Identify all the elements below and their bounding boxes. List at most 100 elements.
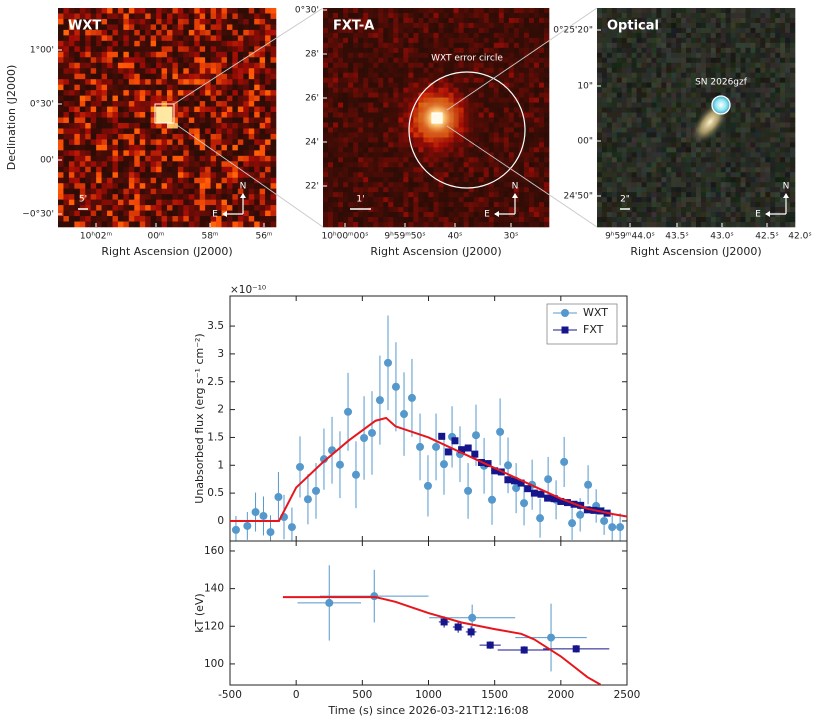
pixel [378, 217, 384, 223]
pixel [661, 137, 667, 143]
pixel [150, 84, 157, 91]
pixel [597, 197, 603, 203]
pixel [418, 87, 424, 93]
pixel [661, 67, 667, 74]
pixel [745, 87, 751, 93]
pixel [656, 222, 662, 228]
pixel [538, 137, 545, 143]
pixel [333, 132, 339, 138]
pixel [458, 162, 464, 168]
pixel [661, 217, 667, 223]
pixel [448, 162, 454, 168]
pixel [631, 12, 637, 19]
pixel [210, 57, 217, 64]
pixel [194, 194, 200, 200]
pixel [503, 167, 510, 173]
pixel [403, 82, 409, 88]
pixel [700, 172, 707, 178]
pixel [270, 166, 277, 173]
pixel [493, 92, 500, 98]
pixel [696, 222, 702, 228]
pixel [601, 42, 608, 49]
pixel [528, 42, 535, 49]
pixel [74, 139, 81, 146]
pixel [128, 90, 135, 96]
pixel [463, 72, 469, 78]
pixel [150, 101, 157, 107]
pixel [237, 35, 244, 42]
pixel [358, 222, 364, 228]
pixel [270, 172, 277, 179]
pixel [139, 62, 146, 69]
pixel [528, 167, 535, 173]
pixel [533, 142, 540, 148]
pixel [363, 172, 369, 178]
pixel [145, 166, 151, 173]
pixel [433, 87, 439, 93]
pixel [661, 127, 667, 133]
pixel [508, 157, 515, 163]
pixel [161, 150, 168, 157]
pixel [483, 8, 490, 14]
pixel [626, 197, 632, 203]
pixel [210, 18, 217, 25]
pixel [740, 167, 746, 173]
pixel [725, 172, 731, 178]
pixel [398, 62, 404, 69]
pixel [671, 22, 677, 29]
pixel [676, 97, 682, 103]
pixel [353, 37, 359, 44]
pixel [433, 162, 439, 168]
pixel [156, 35, 162, 42]
pixel [68, 133, 75, 140]
pixel [438, 72, 444, 78]
pixel [172, 188, 179, 195]
pixel [403, 162, 409, 168]
pixel [518, 52, 525, 59]
pixel [183, 90, 190, 96]
pixel [216, 128, 222, 135]
pixel [210, 51, 217, 58]
pixel [353, 42, 359, 49]
pixel [398, 147, 404, 153]
pixel [438, 57, 444, 64]
pixel [101, 40, 108, 47]
pixel [348, 172, 354, 178]
pixel [112, 73, 119, 80]
pixel [606, 47, 613, 54]
pixel [538, 172, 545, 178]
pixel [601, 157, 608, 163]
pixel [503, 32, 510, 39]
pixel [177, 46, 184, 53]
pixel [621, 107, 627, 113]
pixel [696, 97, 702, 103]
pixel [508, 47, 515, 54]
pixel [518, 42, 525, 49]
pixel [254, 150, 260, 157]
pixel [740, 197, 746, 203]
pixel [226, 144, 233, 151]
pixel [631, 17, 637, 24]
pixel [194, 188, 200, 195]
pixel [523, 182, 530, 188]
pixel [172, 51, 179, 58]
pixel [58, 35, 64, 42]
pixel [188, 8, 195, 14]
pixel [237, 13, 244, 20]
pixel [656, 147, 662, 153]
pixel [601, 142, 608, 148]
pixel [363, 147, 369, 153]
pixel [597, 157, 603, 163]
pixel [226, 79, 233, 85]
pixel [117, 35, 124, 42]
pixel [161, 40, 168, 47]
pixel [745, 47, 751, 54]
pixel [503, 187, 510, 193]
pixel [543, 162, 550, 168]
pixel [666, 202, 672, 208]
pixel [720, 197, 726, 203]
pixel [745, 37, 751, 44]
pixel [259, 24, 266, 31]
pixel [626, 57, 632, 64]
pixel [478, 57, 485, 64]
